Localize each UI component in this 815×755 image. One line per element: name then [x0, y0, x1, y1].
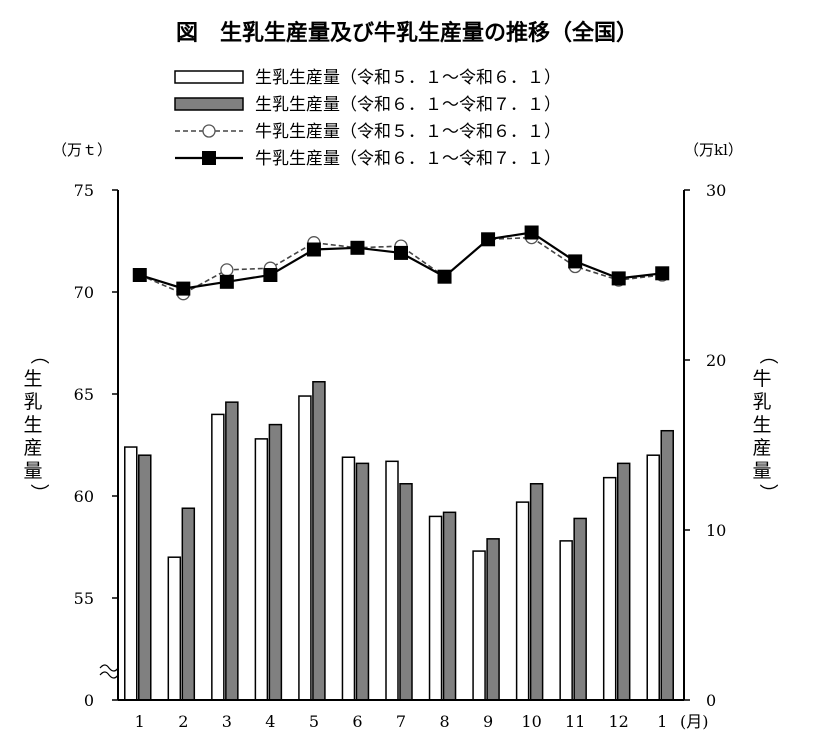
bar-r6 — [660, 429, 674, 701]
x-tick-label: 7 — [396, 712, 406, 731]
x-tick-label: 8 — [439, 712, 449, 731]
point-r6 — [437, 269, 452, 284]
axis-label-char: 生 — [23, 414, 42, 436]
axis-label-char: 量 — [23, 460, 42, 482]
axis-label-char: 生 — [752, 414, 771, 436]
bar-r5 — [124, 446, 138, 701]
right-axis-unit: （万kl） — [684, 141, 743, 159]
bar-r6 — [225, 401, 239, 701]
bar-r5 — [385, 460, 399, 701]
bar-r6 — [355, 462, 370, 701]
point-r6 — [350, 240, 365, 255]
left-tick-label: 75 — [74, 181, 94, 200]
axis-label-char: 牛 — [752, 368, 771, 390]
legend-label: 牛乳生産量（令和６．１～令和７．１） — [255, 149, 561, 169]
axis-break-icon — [99, 664, 119, 679]
axis-label-char: （ — [28, 345, 50, 364]
chart-title: 図 生乳生産量及び牛乳生産量の推移（全国） — [176, 20, 638, 46]
legend-label: 牛乳生産量（令和５．１～令和６．１） — [255, 122, 561, 142]
x-tick-label: 5 — [309, 712, 319, 731]
x-tick-label: 2 — [178, 712, 188, 731]
x-tick-label: 1 — [135, 712, 145, 731]
point-r6 — [132, 268, 147, 282]
axis-label-char: ） — [757, 483, 779, 502]
bars — [124, 381, 674, 701]
x-axis-unit: (月) — [680, 712, 709, 731]
right-axis-label: （ 牛乳生産量） — [752, 345, 779, 502]
legend-label: 生乳生産量（令和５．１～令和６．１） — [255, 68, 561, 88]
x-tick-label: 9 — [483, 712, 493, 731]
axis-label-char: 産 — [23, 437, 42, 459]
bar-r6 — [138, 454, 152, 701]
point-r6 — [394, 245, 408, 260]
left-axis-label: （生乳生産量） — [23, 345, 50, 502]
legend-label: 生乳生産量（令和６．１～令和７．１） — [255, 95, 561, 115]
point-r6 — [306, 242, 321, 257]
bar-r6 — [399, 483, 413, 701]
bar-r5 — [167, 556, 182, 701]
axis-label-char: ） — [28, 483, 50, 502]
x-tick-label: 1 — [657, 712, 667, 731]
legend-swatch-marker-r5 — [202, 124, 216, 138]
x-tick-label: 6 — [352, 712, 362, 731]
x-tick-label: 10 — [521, 712, 541, 731]
lines — [132, 225, 670, 301]
bar-r5 — [559, 540, 573, 701]
bar-r5 — [298, 395, 312, 701]
point-r5 — [220, 263, 234, 277]
right-tick-label: 30 — [706, 181, 726, 200]
point-r6 — [176, 281, 191, 296]
bar-r6 — [529, 483, 544, 701]
bar-r5 — [428, 515, 443, 701]
axis-label-char: 乳 — [752, 391, 771, 413]
bar-r6 — [573, 517, 587, 701]
right-tick-label: 0 — [706, 691, 716, 710]
right-tick-label: 10 — [706, 521, 726, 540]
bar-r5 — [211, 413, 225, 701]
point-r6 — [611, 271, 626, 286]
point-r6 — [263, 268, 278, 282]
bar-r6 — [312, 381, 326, 701]
left-tick-label: 0 — [84, 691, 94, 710]
axis-label-char: 量 — [752, 460, 771, 482]
left-axis-unit: （万ｔ） — [52, 141, 112, 159]
axes: 0 55 60 65 70 75 0 10 20 30 — [74, 181, 727, 710]
bar-r6 — [616, 462, 631, 701]
x-tick-label: 4 — [265, 712, 275, 731]
left-tick-label: 70 — [74, 283, 94, 302]
axis-label-char: 産 — [752, 437, 771, 459]
bar-r6 — [486, 538, 500, 701]
point-r6 — [524, 225, 539, 240]
bar-r5 — [254, 438, 269, 701]
left-tick-label: 55 — [74, 589, 94, 608]
legend-swatch-marker-r6 — [202, 151, 216, 165]
x-tick-labels: 1 2 3 4 5 6 7 8 9 10 11 12 1 — [135, 712, 668, 731]
left-tick-label: 60 — [74, 487, 94, 506]
bar-r5 — [515, 501, 530, 701]
point-r6 — [481, 232, 496, 247]
bar-r5 — [472, 550, 486, 701]
right-tick-label: 20 — [706, 351, 726, 370]
point-r6 — [655, 266, 670, 281]
axis-label-char: （ — [757, 345, 779, 364]
x-tick-label: 3 — [222, 712, 232, 731]
bar-r6 — [181, 507, 196, 701]
legend: 生乳生産量（令和５．１～令和６．１） 生乳生産量（令和６．１～令和７．１） 牛乳生産… — [174, 68, 561, 169]
bar-r6 — [442, 511, 457, 701]
x-tick-label: 11 — [565, 712, 585, 731]
legend-swatch-bar-r5 — [174, 70, 244, 84]
bar-r5 — [646, 454, 660, 701]
axis-label-char: 乳 — [23, 391, 42, 413]
axis-label-char: 生 — [23, 368, 42, 390]
x-tick-label: 12 — [609, 712, 629, 731]
left-tick-label: 65 — [74, 385, 94, 404]
bar-r5 — [341, 456, 356, 701]
point-r6 — [568, 254, 583, 269]
legend-swatch-bar-r6 — [174, 97, 244, 111]
bar-r5 — [602, 476, 617, 701]
bar-r6 — [268, 423, 283, 701]
point-r6 — [219, 274, 234, 289]
